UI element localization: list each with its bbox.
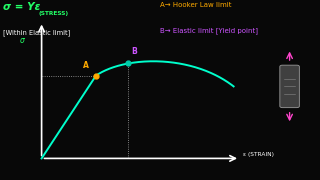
Text: σ = Yε: σ = Yε: [3, 2, 41, 12]
Text: B: B: [132, 47, 137, 56]
Text: σ: σ: [20, 36, 25, 45]
Text: A: A: [84, 61, 89, 70]
Text: (STRESS): (STRESS): [38, 11, 68, 16]
Text: B→ Elastic limit [Yield point]: B→ Elastic limit [Yield point]: [160, 27, 258, 34]
Text: A→ Hooker Law limit: A→ Hooker Law limit: [160, 2, 231, 8]
Text: [Within Elastic limit]: [Within Elastic limit]: [3, 29, 70, 36]
Text: ε (STRAIN): ε (STRAIN): [243, 152, 274, 157]
FancyBboxPatch shape: [280, 65, 300, 108]
